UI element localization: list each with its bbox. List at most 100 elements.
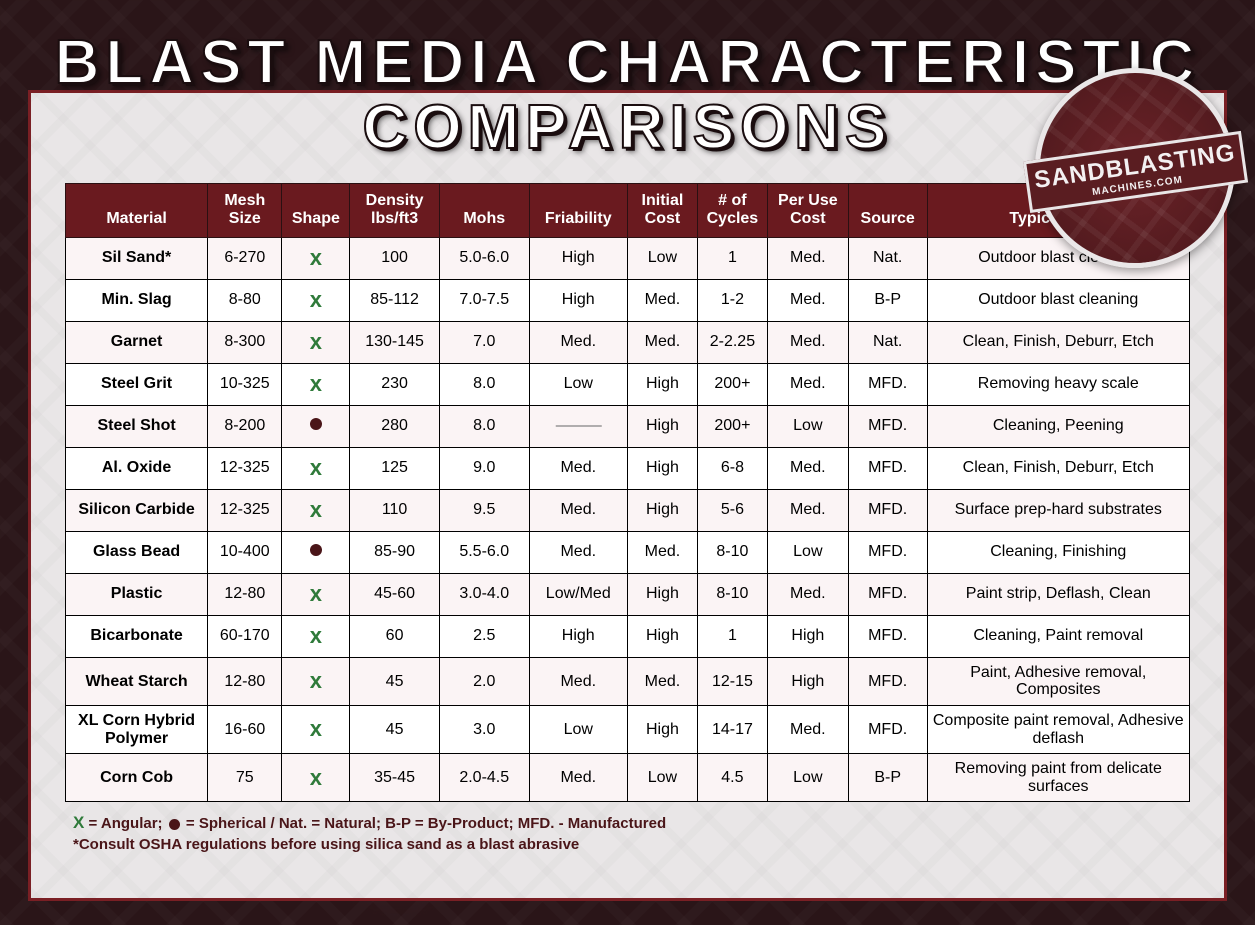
cell-material: Glass Bead	[66, 531, 208, 573]
cell-friability: Med.	[529, 489, 627, 531]
angular-icon: x	[310, 245, 322, 270]
cell-icost: Med.	[627, 657, 697, 705]
table-row: Wheat Starch12-80x452.0Med.Med.12-15High…	[66, 657, 1190, 705]
cell-pcost: Med.	[767, 237, 848, 279]
col-source: Source	[848, 184, 927, 238]
cell-pcost: Med.	[767, 573, 848, 615]
cell-cycles: 2-2.25	[697, 321, 767, 363]
cell-pcost: Low	[767, 405, 848, 447]
cell-friability: High	[529, 615, 627, 657]
angular-icon: x	[310, 287, 322, 312]
cell-material: Plastic	[66, 573, 208, 615]
cell-mesh: 12-325	[208, 489, 282, 531]
cell-density: 45	[350, 705, 440, 753]
cell-apps: Cleaning, Finishing	[927, 531, 1189, 573]
cell-shape	[282, 405, 350, 447]
cell-shape: x	[282, 489, 350, 531]
table-header-row: Material MeshSize Shape Densitylbs/ft3 M…	[66, 184, 1190, 238]
cell-friability: Med.	[529, 531, 627, 573]
table-row: Al. Oxide12-325x1259.0Med.High6-8Med.MFD…	[66, 447, 1190, 489]
cell-material: Al. Oxide	[66, 447, 208, 489]
cell-mohs: 3.0	[439, 705, 529, 753]
cell-apps: Cleaning, Peening	[927, 405, 1189, 447]
col-initial-cost: InitialCost	[627, 184, 697, 238]
cell-icost: High	[627, 615, 697, 657]
cell-source: Nat.	[848, 237, 927, 279]
cell-material: Corn Cob	[66, 754, 208, 802]
comparison-table: Material MeshSize Shape Densitylbs/ft3 M…	[65, 183, 1190, 802]
cell-source: MFD.	[848, 489, 927, 531]
cell-shape: x	[282, 754, 350, 802]
angular-icon: x	[310, 716, 322, 741]
cell-apps: Paint strip, Deflash, Clean	[927, 573, 1189, 615]
cell-density: 35-45	[350, 754, 440, 802]
dash-icon: ———	[556, 417, 601, 434]
col-density: Densitylbs/ft3	[350, 184, 440, 238]
cell-apps: Surface prep-hard substrates	[927, 489, 1189, 531]
col-mesh: MeshSize	[208, 184, 282, 238]
cell-pcost: Med.	[767, 447, 848, 489]
spherical-icon	[310, 544, 322, 556]
cell-shape	[282, 531, 350, 573]
cell-apps: Cleaning, Paint removal	[927, 615, 1189, 657]
table-row: Sil Sand*6-270x1005.0-6.0HighLow1Med.Nat…	[66, 237, 1190, 279]
angular-icon: x	[310, 371, 322, 396]
cell-icost: Low	[627, 237, 697, 279]
angular-icon: x	[310, 455, 322, 480]
cell-icost: High	[627, 405, 697, 447]
cell-source: MFD.	[848, 705, 927, 753]
cell-mesh: 12-80	[208, 657, 282, 705]
col-mohs: Mohs	[439, 184, 529, 238]
cell-density: 100	[350, 237, 440, 279]
angular-icon: x	[310, 497, 322, 522]
cell-mesh: 8-200	[208, 405, 282, 447]
cell-source: MFD.	[848, 531, 927, 573]
cell-cycles: 200+	[697, 363, 767, 405]
cell-density: 110	[350, 489, 440, 531]
angular-icon: x	[310, 668, 322, 693]
cell-mohs: 8.0	[439, 363, 529, 405]
cell-shape: x	[282, 321, 350, 363]
cell-source: MFD.	[848, 615, 927, 657]
table-row: Plastic12-80x45-603.0-4.0Low/MedHigh8-10…	[66, 573, 1190, 615]
cell-source: B-P	[848, 279, 927, 321]
table-body: Sil Sand*6-270x1005.0-6.0HighLow1Med.Nat…	[66, 237, 1190, 802]
brand-stamp: SANDBLASTING MACHINES.COM	[1022, 55, 1248, 281]
cell-apps: Outdoor blast cleaning	[927, 279, 1189, 321]
cell-cycles: 1-2	[697, 279, 767, 321]
cell-friability: Med.	[529, 657, 627, 705]
cell-friability: Low	[529, 363, 627, 405]
angular-icon: x	[310, 329, 322, 354]
cell-density: 60	[350, 615, 440, 657]
cell-cycles: 4.5	[697, 754, 767, 802]
cell-mohs: 5.0-6.0	[439, 237, 529, 279]
cell-apps: Clean, Finish, Deburr, Etch	[927, 447, 1189, 489]
cell-material: Sil Sand*	[66, 237, 208, 279]
cell-friability: Med.	[529, 447, 627, 489]
legend-angular-text: = Angular;	[84, 815, 166, 832]
cell-icost: High	[627, 489, 697, 531]
cell-cycles: 8-10	[697, 573, 767, 615]
col-per-use-cost: Per UseCost	[767, 184, 848, 238]
cell-shape: x	[282, 657, 350, 705]
table-row: Glass Bead10-40085-905.5-6.0Med.Med.8-10…	[66, 531, 1190, 573]
cell-source: MFD.	[848, 405, 927, 447]
table-row: Garnet8-300x130-1457.0Med.Med.2-2.25Med.…	[66, 321, 1190, 363]
cell-cycles: 8-10	[697, 531, 767, 573]
cell-mohs: 8.0	[439, 405, 529, 447]
legend-block: X = Angular; = Spherical / Nat. = Natura…	[65, 812, 1190, 855]
cell-friability: Med.	[529, 321, 627, 363]
cell-cycles: 200+	[697, 405, 767, 447]
cell-mesh: 60-170	[208, 615, 282, 657]
cell-material: Silicon Carbide	[66, 489, 208, 531]
cell-friability: High	[529, 279, 627, 321]
cell-mesh: 16-60	[208, 705, 282, 753]
cell-friability: Low/Med	[529, 573, 627, 615]
cell-mesh: 10-400	[208, 531, 282, 573]
cell-pcost: Med.	[767, 705, 848, 753]
cell-mesh: 12-325	[208, 447, 282, 489]
cell-apps: Clean, Finish, Deburr, Etch	[927, 321, 1189, 363]
angular-icon: X	[73, 813, 84, 832]
cell-mohs: 5.5-6.0	[439, 531, 529, 573]
cell-icost: Med.	[627, 531, 697, 573]
